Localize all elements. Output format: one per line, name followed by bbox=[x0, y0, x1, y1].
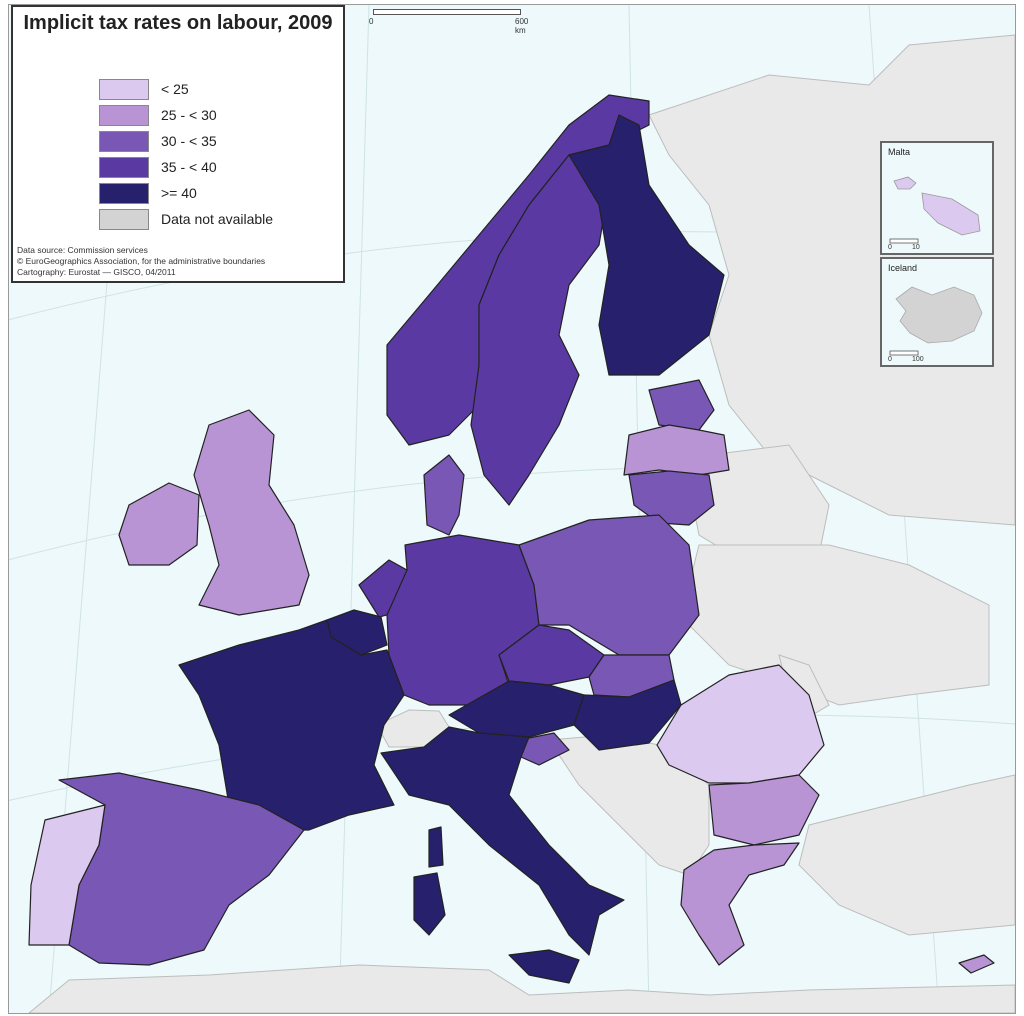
iceland-inset-map bbox=[889, 286, 983, 356]
region-united-kingdom bbox=[193, 409, 310, 616]
turkey bbox=[798, 774, 1015, 936]
region-hungary bbox=[573, 679, 682, 751]
iceland-inset-title: Iceland bbox=[888, 263, 918, 273]
region-iceland bbox=[895, 286, 983, 344]
region-ireland bbox=[118, 482, 200, 566]
region-italy bbox=[380, 726, 625, 956]
region-denmark bbox=[423, 454, 465, 536]
region-france bbox=[178, 619, 405, 831]
legend-swatch-ge-40 bbox=[99, 183, 149, 204]
iceland-scale-end: 100 bbox=[912, 356, 924, 363]
legend-swatch-25-30 bbox=[99, 105, 149, 126]
region-romania bbox=[656, 664, 825, 784]
iceland-scale-start: 0 bbox=[888, 356, 892, 363]
map-title: Implicit tax rates on labour, 2009 bbox=[23, 12, 333, 34]
eu-countries bbox=[28, 94, 995, 984]
region-lithuania bbox=[628, 470, 715, 526]
region-malta bbox=[893, 176, 981, 236]
copyright-note: © EuroGeographics Association, for the a… bbox=[17, 256, 266, 266]
region-greece bbox=[680, 842, 800, 966]
scale-end-label: 600 km bbox=[515, 17, 529, 35]
north-africa bbox=[28, 964, 1015, 1013]
legend-label-35-40: 35 - < 40 bbox=[161, 159, 217, 175]
legend-swatch-not-available bbox=[99, 209, 149, 230]
non-eu-land bbox=[28, 34, 1015, 1013]
region-finland bbox=[568, 114, 725, 376]
data-source-note: Data source: Commission services bbox=[17, 245, 148, 255]
cartography-note: Cartography: Eurostat — GISCO, 04/2011 bbox=[17, 267, 176, 277]
region-estonia bbox=[648, 379, 715, 431]
region-sweden bbox=[470, 154, 610, 506]
malta-inset-map bbox=[889, 176, 981, 244]
iceland-inset: Iceland 0 100 bbox=[880, 257, 994, 367]
region-sicily bbox=[508, 949, 580, 984]
malta-scale-start: 0 bbox=[888, 244, 892, 251]
legend-swatch-lt-25 bbox=[99, 79, 149, 100]
region-sardinia bbox=[413, 872, 446, 936]
map-legend: Implicit tax rates on labour, 2009 < 25 … bbox=[11, 5, 345, 283]
region-cyprus bbox=[958, 954, 995, 974]
scale-bar: 0 600 km bbox=[369, 7, 529, 35]
legend-label-30-35: 30 - < 35 bbox=[161, 133, 217, 149]
region-portugal bbox=[28, 804, 106, 946]
legend-swatch-35-40 bbox=[99, 157, 149, 178]
legend-swatch-30-35 bbox=[99, 131, 149, 152]
region-latvia bbox=[623, 424, 730, 476]
legend-label-ge-40: >= 40 bbox=[161, 185, 197, 201]
legend-label-not-available: Data not available bbox=[161, 211, 274, 227]
malta-scale-end: 10 bbox=[912, 244, 920, 251]
legend-label-lt-25: < 25 bbox=[161, 81, 189, 97]
malta-inset: Malta 0 10 bbox=[880, 141, 994, 255]
scale-start-label: 0 bbox=[369, 17, 374, 26]
region-corsica bbox=[428, 826, 444, 868]
europe-map bbox=[9, 5, 1015, 1013]
scale-bar-graphic bbox=[373, 9, 521, 15]
region-bulgaria bbox=[708, 774, 820, 846]
map-frame: Implicit tax rates on labour, 2009 < 25 … bbox=[8, 4, 1016, 1014]
legend-label-25-30: 25 - < 30 bbox=[161, 107, 217, 123]
malta-inset-title: Malta bbox=[888, 147, 911, 157]
